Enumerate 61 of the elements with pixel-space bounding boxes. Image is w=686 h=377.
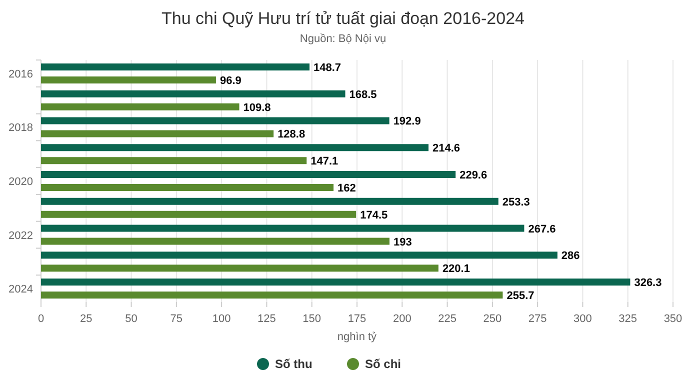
- legend-label: Số thu: [275, 357, 312, 371]
- x-tick-label: 0: [38, 313, 44, 325]
- bar: [41, 184, 334, 191]
- bar: [41, 238, 390, 245]
- y-tick-label: 2018: [8, 122, 33, 134]
- bar: [41, 90, 346, 98]
- y-tick-label: 2024: [8, 284, 33, 296]
- y-tick-label: 2022: [8, 230, 33, 242]
- bar: [41, 63, 310, 70]
- data-label: 229.6: [460, 170, 488, 182]
- x-tick-label: 225: [438, 313, 456, 325]
- bar: [41, 292, 503, 299]
- data-label: 267.6: [528, 223, 556, 236]
- x-tick-label: 75: [170, 313, 183, 325]
- x-tick-label: 300: [574, 313, 592, 325]
- bar: [41, 76, 216, 84]
- bar: [41, 157, 307, 164]
- bar: [41, 130, 274, 138]
- x-tick-label: 150: [302, 313, 322, 325]
- bar: [41, 252, 558, 259]
- x-tick-label: 100: [212, 313, 231, 325]
- data-label: 168.5: [349, 88, 377, 101]
- x-tick-label: 325: [618, 313, 638, 325]
- data-label: 255.7: [506, 290, 534, 302]
- chart-title: Thu chi Quỹ Hưu trí tử tuất giai đoạn 2016-2024: [162, 9, 524, 28]
- x-tick-label: 200: [392, 313, 412, 325]
- y-tick-label: 2016: [8, 68, 33, 80]
- data-label: 286: [561, 250, 580, 262]
- legend-label: Số chi: [365, 357, 402, 371]
- x-tick-label: 25: [80, 313, 92, 325]
- data-label: 192.9: [393, 116, 421, 128]
- x-tick-label: 175: [348, 313, 366, 325]
- bar: [41, 264, 438, 272]
- y-tick-label: 2020: [8, 176, 33, 188]
- bar: [41, 117, 390, 124]
- x-axis-title: nghìn tỷ: [337, 331, 378, 343]
- data-label: 174.5: [360, 209, 388, 222]
- x-tick-label: 250: [483, 313, 502, 325]
- data-label: 128.8: [278, 128, 306, 141]
- x-tick-label: 275: [528, 313, 547, 325]
- data-label: 193: [394, 236, 412, 248]
- x-tick-label: 125: [258, 313, 276, 325]
- data-label: 214.6: [432, 142, 460, 155]
- bar: [41, 103, 240, 110]
- data-label: 147.1: [310, 156, 338, 168]
- data-label: 162: [338, 182, 356, 194]
- data-label: 96.9: [220, 74, 242, 87]
- x-tick-label: 50: [125, 313, 138, 325]
- data-label: 253.3: [502, 196, 530, 208]
- bar: [41, 210, 356, 218]
- bar: [41, 224, 524, 232]
- data-label: 326.3: [634, 277, 662, 290]
- x-tick-label: 350: [664, 313, 682, 325]
- data-label: 148.7: [314, 62, 342, 74]
- data-label: 109.8: [243, 102, 271, 114]
- data-label: 220.1: [442, 263, 470, 276]
- bar: [41, 171, 456, 178]
- chart-subtitle: Nguồn: Bộ Nội vụ: [300, 33, 386, 45]
- bar: [41, 198, 498, 205]
- bar: [41, 278, 630, 286]
- bar: [41, 144, 429, 152]
